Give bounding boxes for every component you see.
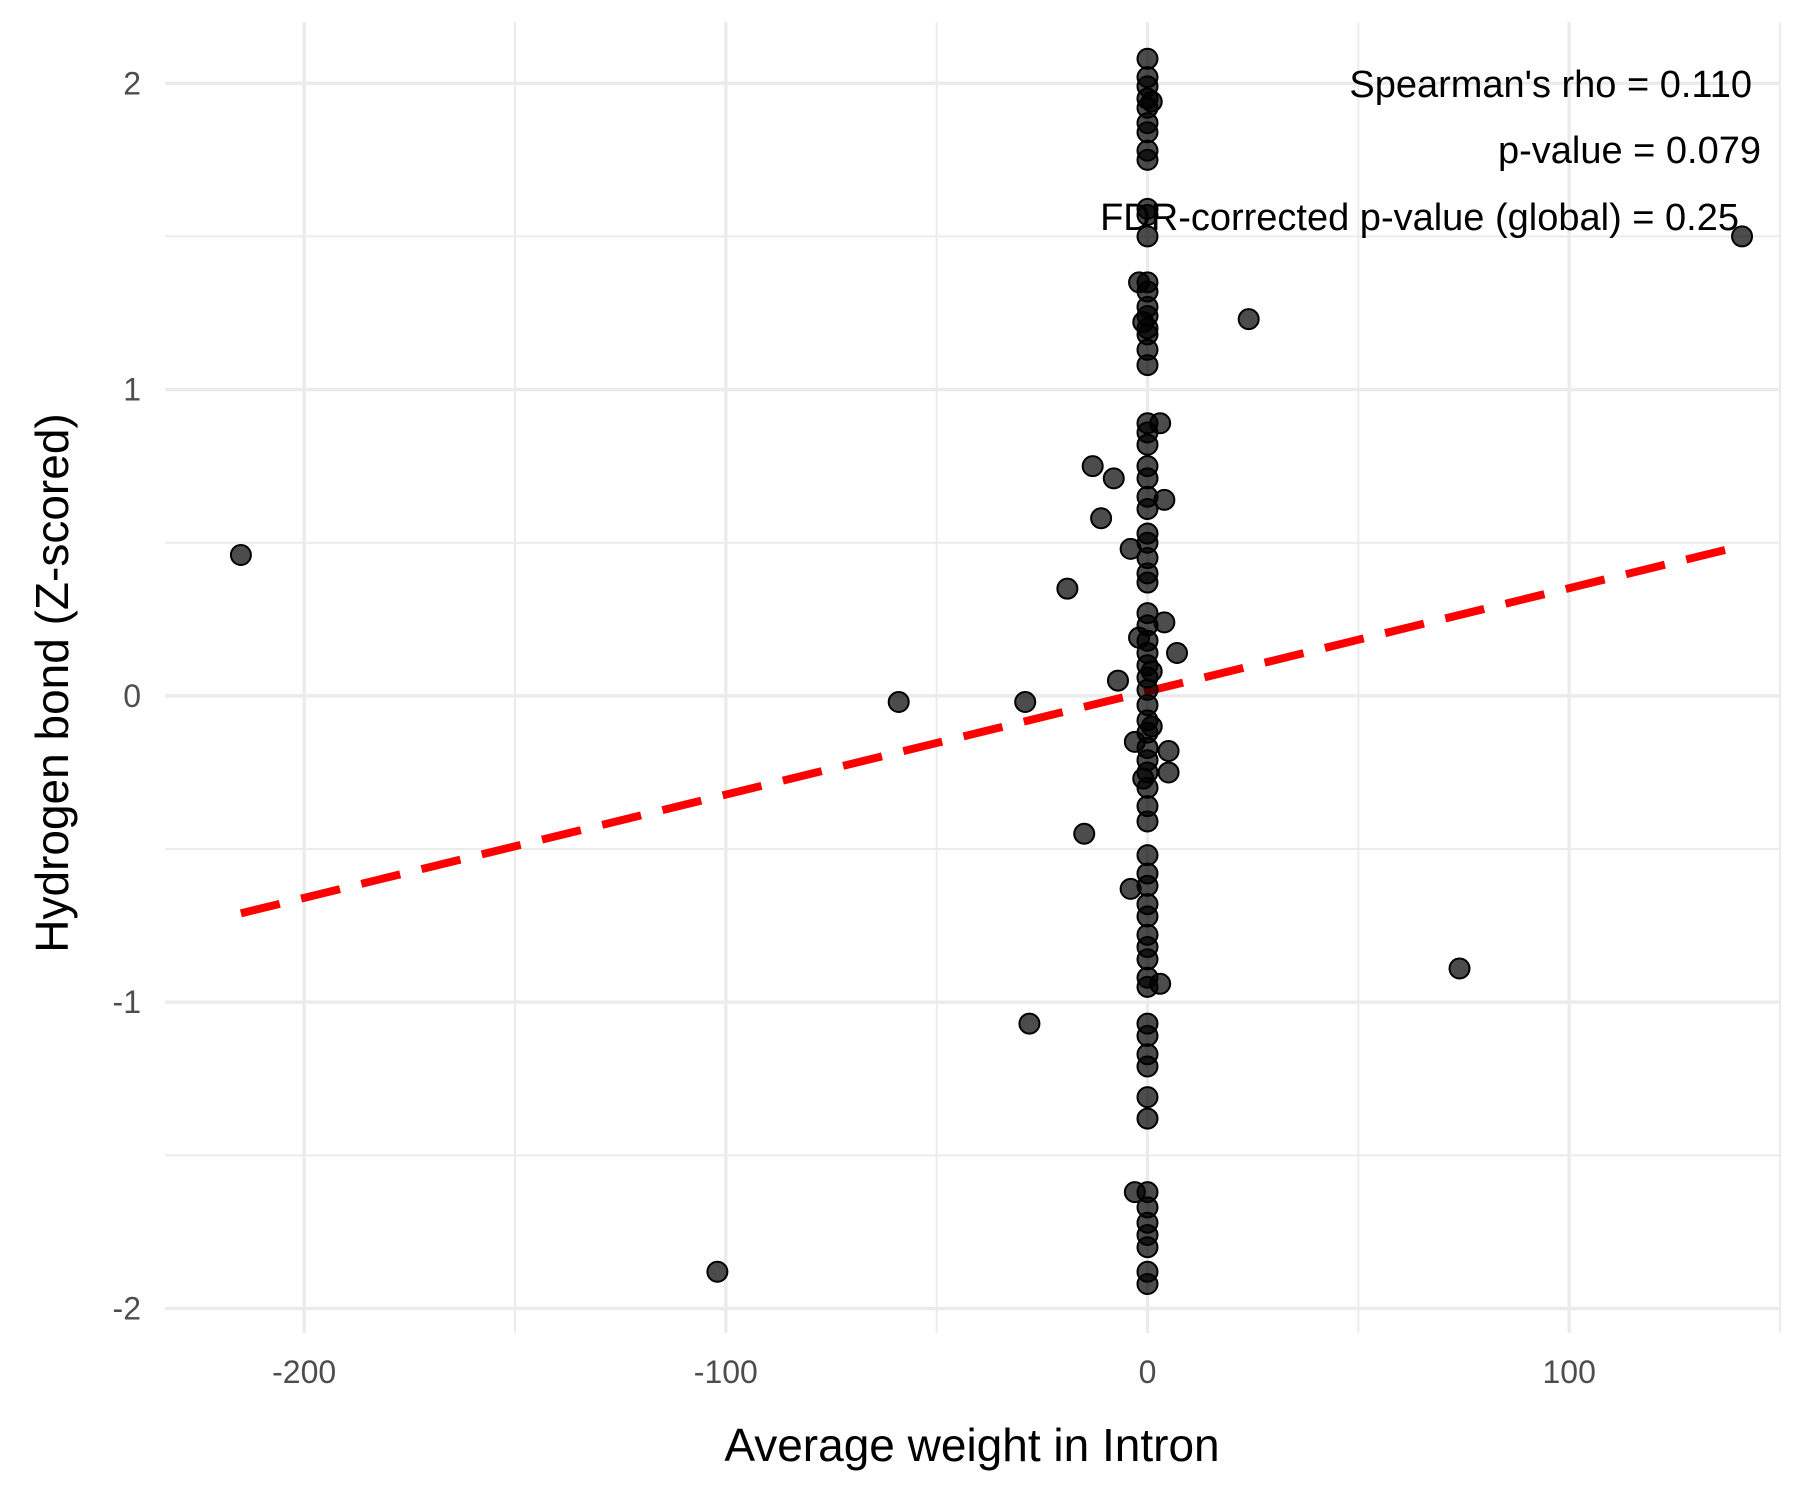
data-point bbox=[1136, 148, 1159, 171]
data-point bbox=[887, 691, 910, 714]
data-point bbox=[1237, 308, 1260, 331]
data-point bbox=[1136, 975, 1159, 998]
y-axis-tick-labels: -2 -1 0 1 2 bbox=[113, 65, 141, 1326]
data-point bbox=[706, 1260, 729, 1283]
data-point bbox=[1081, 455, 1104, 478]
y-tick-label: -2 bbox=[113, 1290, 141, 1326]
annotation-spearman-rho: Spearman's rho = 0.110 bbox=[1349, 64, 1752, 106]
x-tick-label: -200 bbox=[272, 1354, 336, 1390]
data-point bbox=[1056, 577, 1079, 600]
data-point bbox=[1166, 641, 1189, 664]
data-point bbox=[1157, 740, 1180, 763]
data-point bbox=[1014, 691, 1037, 714]
y-axis-title: Hydrogen bond (Z-scored) bbox=[26, 413, 78, 952]
data-point bbox=[1136, 1024, 1159, 1047]
x-tick-label: 100 bbox=[1542, 1354, 1595, 1390]
data-point bbox=[1448, 957, 1471, 980]
data-point bbox=[1136, 121, 1159, 144]
data-point bbox=[1106, 669, 1129, 692]
data-point bbox=[1136, 433, 1159, 456]
annotation-fdr-p-value: FDR-corrected p-value (global) = 0.25 bbox=[1100, 197, 1739, 239]
data-point bbox=[1136, 874, 1159, 897]
data-point bbox=[1136, 467, 1159, 490]
annotation-p-value: p-value = 0.079 bbox=[1498, 130, 1761, 172]
y-tick-label: 1 bbox=[123, 372, 141, 408]
data-point bbox=[1136, 1107, 1159, 1130]
data-point bbox=[1136, 47, 1159, 70]
y-tick-label: 2 bbox=[123, 65, 141, 101]
y-tick-label: 0 bbox=[123, 678, 141, 714]
data-point bbox=[1136, 203, 1159, 226]
grid-lines bbox=[165, 22, 1781, 1333]
data-point bbox=[1136, 810, 1159, 833]
data-point bbox=[1136, 571, 1159, 594]
data-point bbox=[1140, 90, 1163, 113]
data-point bbox=[229, 543, 252, 566]
data-point bbox=[1136, 1272, 1159, 1295]
data-point bbox=[1136, 225, 1159, 248]
data-point bbox=[1136, 948, 1159, 971]
data-point bbox=[1102, 467, 1125, 490]
x-axis-title: Average weight in Intron bbox=[724, 1419, 1219, 1471]
data-point bbox=[1136, 1236, 1159, 1259]
x-tick-label: -100 bbox=[694, 1354, 758, 1390]
data-point bbox=[1140, 660, 1163, 683]
data-point bbox=[1157, 761, 1180, 784]
data-point bbox=[1090, 507, 1113, 530]
x-axis-tick-labels: -200 -100 0 100 bbox=[272, 1354, 1596, 1390]
data-point bbox=[1073, 822, 1096, 845]
data-point bbox=[1132, 767, 1155, 790]
y-tick-label: -1 bbox=[113, 984, 141, 1020]
data-points bbox=[229, 47, 1754, 1295]
trend-line bbox=[239, 541, 1744, 918]
data-point bbox=[1136, 1086, 1159, 1109]
data-point bbox=[1140, 715, 1163, 738]
data-point bbox=[1136, 354, 1159, 377]
data-point bbox=[1136, 905, 1159, 928]
data-point bbox=[1136, 498, 1159, 521]
data-point bbox=[1136, 1055, 1159, 1078]
x-tick-label: 0 bbox=[1139, 1354, 1157, 1390]
trend-line-layer bbox=[239, 541, 1744, 918]
data-point bbox=[1731, 225, 1754, 248]
data-point bbox=[1136, 844, 1159, 867]
data-point bbox=[1018, 1012, 1041, 1035]
